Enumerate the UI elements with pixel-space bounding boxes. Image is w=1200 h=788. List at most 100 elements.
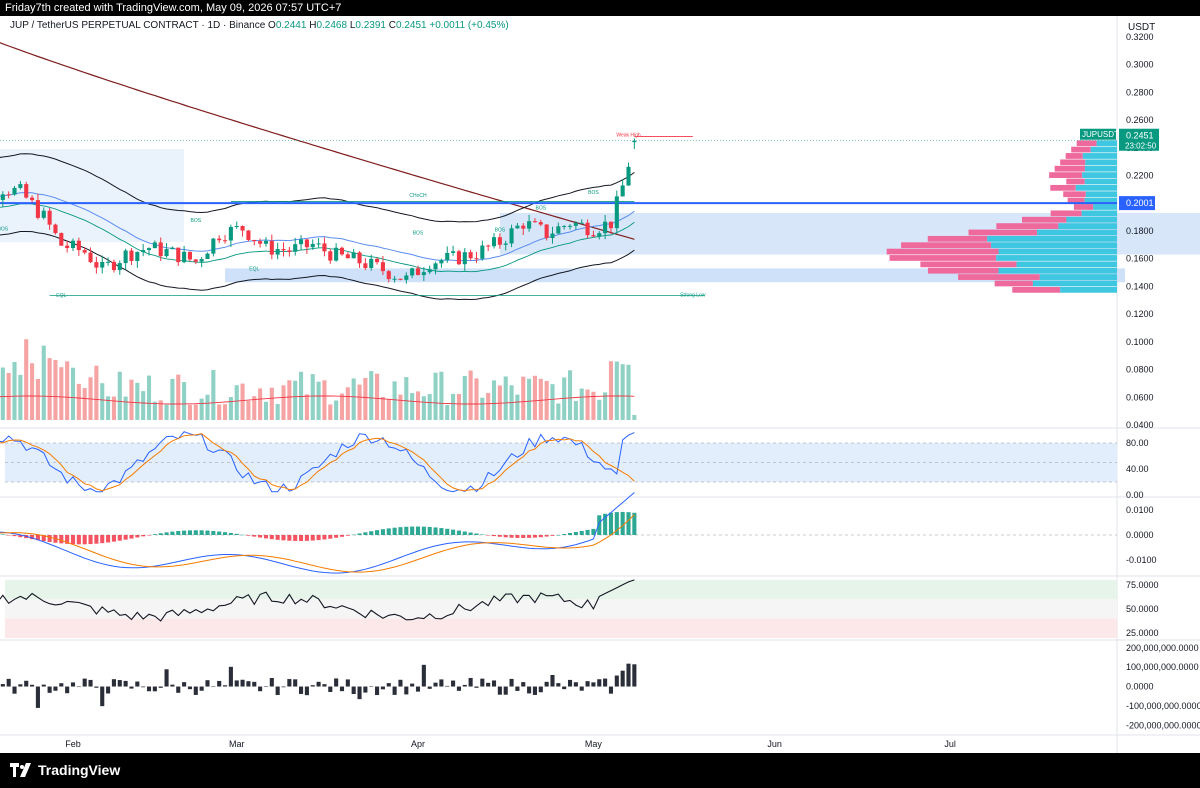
candle-body: [608, 221, 614, 229]
stoch-axis-tick-1: 40.00: [1126, 464, 1149, 474]
macd-histogram-bar: [281, 535, 286, 541]
flow-axis-tick-3: -100,000,000.0000: [1126, 701, 1200, 711]
volume-bar: [258, 388, 263, 420]
flow-bar: [550, 674, 555, 687]
flow-bar: [182, 682, 187, 687]
macd-histogram-bar: [603, 513, 608, 535]
macd-histogram-bar: [614, 512, 619, 535]
flow-bar: [345, 679, 350, 687]
volume-bar: [521, 376, 526, 420]
structure-label-6: BOS: [413, 230, 424, 236]
flow-bar: [556, 683, 561, 687]
flow-bar: [258, 686, 263, 692]
macd-histogram-bar: [100, 535, 105, 544]
tradingview-wordmark: TradingView: [38, 762, 121, 778]
flow-bar: [59, 683, 64, 687]
vp-row-up-1: [1032, 280, 1117, 287]
volume-bar: [375, 373, 380, 420]
candle-body: [322, 243, 327, 252]
flow-bar: [603, 678, 608, 687]
flow-bar: [12, 686, 17, 694]
candle-body: [106, 261, 111, 263]
candle-body: [193, 259, 198, 262]
vp-row-up-15: [1085, 191, 1117, 198]
candle-body: [205, 253, 210, 260]
flow-bar: [65, 686, 70, 694]
flow-bar: [380, 686, 385, 690]
candle-body: [410, 268, 415, 276]
flow-bar: [246, 681, 251, 687]
candle-body: [456, 251, 461, 265]
rsi-oversold-zone: [5, 618, 1117, 638]
volume-bar: [421, 396, 426, 420]
flow-bar: [433, 682, 438, 687]
candle-body: [369, 258, 374, 268]
tradingview-logo[interactable]: TradingView: [10, 762, 120, 778]
candle-body: [164, 249, 169, 257]
candle-body: [538, 222, 543, 225]
volume-bar: [316, 381, 321, 420]
candle-body: [252, 239, 257, 242]
flow-bar: [532, 686, 537, 695]
vp-row-up-7: [991, 242, 1117, 249]
macd-histogram-bar: [491, 535, 497, 537]
flow-bar: [70, 682, 76, 687]
macd-histogram-bar: [82, 535, 87, 545]
volume-bar: [614, 361, 619, 420]
candle-body: [304, 239, 309, 248]
vp-row-up-19: [1084, 165, 1117, 172]
macd-histogram-bar: [304, 535, 309, 541]
macd-histogram-bar: [591, 528, 596, 535]
flow-bar: [328, 686, 333, 692]
currency-label: USDT: [1128, 22, 1156, 33]
ticker-badge: [1080, 128, 1116, 140]
volume-bar: [556, 403, 561, 420]
flow-bar: [544, 681, 549, 687]
volume-bar: [287, 380, 292, 420]
flow-bar: [47, 686, 52, 693]
flow-bar: [18, 684, 23, 687]
volume-bar: [12, 361, 17, 420]
flow-bar: [187, 686, 192, 690]
volume-bar: [304, 394, 309, 420]
flow-bar: [410, 683, 415, 687]
top-bar: Friday7th created with TradingView.com, …: [0, 0, 1200, 16]
macd-histogram-bar: [152, 534, 157, 535]
macd-histogram-bar: [187, 530, 192, 535]
volume-bar: [603, 392, 608, 420]
candle-body: [275, 249, 280, 255]
stoch-axis-tick-2: 0.00: [1126, 490, 1144, 500]
candle-body: [579, 222, 584, 224]
candle-body: [603, 221, 608, 234]
macd-histogram-bar: [632, 512, 637, 535]
price-axis-tick-12: 0.0800: [1126, 365, 1154, 375]
macd-histogram-bar: [106, 535, 111, 543]
volume-bar: [135, 382, 140, 420]
macd-histogram-bar: [608, 512, 614, 535]
candle-body: [345, 254, 350, 259]
macd-histogram-bar: [468, 532, 473, 535]
candle-body: [123, 250, 128, 264]
volume-bar: [70, 367, 76, 420]
flow-bar: [100, 686, 105, 707]
volume-bar: [30, 363, 35, 420]
macd-histogram-bar: [217, 531, 222, 535]
flow-bar: [462, 684, 467, 687]
macd-histogram-bar: [316, 535, 321, 541]
candle-body: [562, 226, 567, 228]
vp-row-up-16: [1075, 184, 1117, 191]
key-level-value: 0.2001: [1126, 198, 1154, 208]
candle-body: [0, 194, 5, 200]
volume-bar: [141, 391, 146, 420]
volume-bar: [76, 383, 81, 420]
chart-canvas[interactable]: Weak High CHoCH Strong Low EQL EQL BOS BOS BOS B…: [0, 0, 1200, 753]
vp-row-up-23: [1096, 140, 1117, 147]
vp-row-up-14: [1084, 197, 1117, 204]
flow-bar: [451, 680, 456, 687]
macd-histogram-bar: [357, 533, 362, 535]
vp-row-up-8: [987, 235, 1117, 242]
macd-histogram-bar: [275, 535, 280, 540]
flow-bar: [521, 682, 526, 687]
volume-bar: [515, 394, 520, 420]
volume-bar: [263, 401, 269, 420]
